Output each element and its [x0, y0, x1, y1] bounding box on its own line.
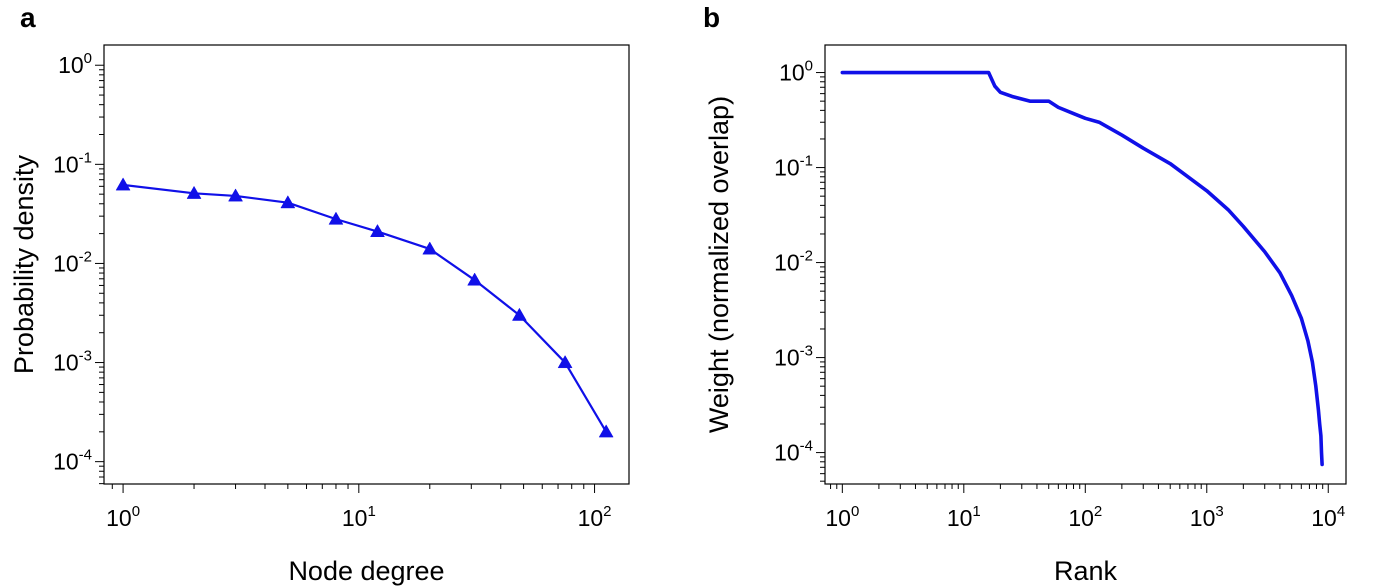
data-point	[228, 188, 243, 202]
data-point	[328, 211, 344, 225]
y-tick-label: 10-1	[774, 153, 813, 181]
y-tick-label: 10-2	[53, 248, 92, 276]
data-point	[186, 185, 202, 199]
data-point	[280, 195, 296, 209]
panel-b-letter: b	[703, 2, 721, 33]
x-tick-label: 103	[1190, 503, 1224, 531]
data-point	[115, 177, 131, 191]
data-point	[422, 241, 438, 255]
y-tick-label: 10-4	[774, 438, 813, 466]
panel-a-letter: a	[20, 2, 36, 33]
data-point	[511, 307, 527, 321]
data-point	[467, 272, 483, 286]
y-tick-label: 10-2	[774, 248, 813, 276]
data-point	[557, 355, 573, 369]
plot-frame	[103, 44, 630, 485]
x-axis-title: Rank	[1054, 556, 1118, 586]
y-tick-label: 10-3	[774, 343, 813, 371]
x-tick-label: 101	[342, 503, 376, 531]
y-tick-label: 10-1	[53, 149, 92, 177]
x-tick-label: 100	[825, 503, 859, 531]
y-axis-title: Probability density	[9, 154, 39, 374]
x-tick-label: 102	[1068, 503, 1102, 531]
x-tick-label: 104	[1311, 503, 1345, 531]
series-line	[121, 183, 608, 433]
chart-a: 100 101 102 10-4 10-3 10-2 10-1 100 Node degree P…	[9, 44, 630, 586]
data-point	[370, 224, 385, 238]
y-tick-label: 100	[779, 58, 813, 86]
x-tick-label: 101	[947, 503, 981, 531]
x-tick-label: 100	[106, 503, 140, 531]
chart-b: 100 101 102 103 104 10-4 10-3 10-2 10-1 100 Rank We…	[704, 44, 1347, 586]
y-tick-label: 100	[58, 50, 92, 78]
data-point	[598, 424, 614, 438]
y-tick-label: 10-3	[53, 348, 92, 376]
x-axis-title: Node degree	[288, 556, 444, 586]
x-tick-label: 102	[578, 503, 612, 531]
plot-frame	[824, 44, 1347, 485]
y-axis-title: Weight (normalized overlap)	[704, 96, 734, 433]
series-line	[840, 70, 1324, 467]
y-tick-label: 10-4	[53, 447, 92, 475]
